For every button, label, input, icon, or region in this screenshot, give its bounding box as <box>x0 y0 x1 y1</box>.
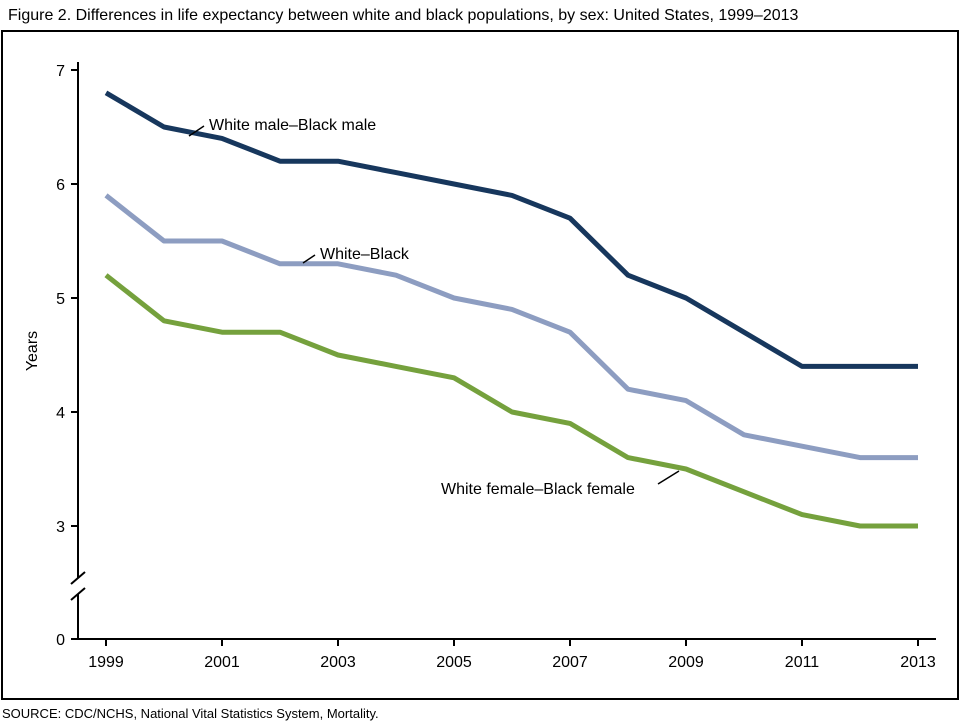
y-tick-label: 3 <box>56 519 65 536</box>
y-tick-label: 4 <box>56 405 65 422</box>
x-tick-label: 2011 <box>785 654 820 671</box>
figure-title: Figure 2. Differences in life expectancy… <box>8 7 799 24</box>
source-note: SOURCE: CDC/NCHS, National Vital Statist… <box>2 706 379 721</box>
y-tick-label: 6 <box>56 177 65 194</box>
y-axis-title: Years <box>24 331 41 371</box>
x-tick-label: 2003 <box>320 654 356 671</box>
y-tick-label: 5 <box>56 291 65 308</box>
series-line-2 <box>104 273 918 529</box>
chart-frame: 7 6 5 4 3 0 1999 2001 2003 2005 2007 2009 2011 2013 Ye… <box>1 30 959 700</box>
x-tick-label: 2007 <box>552 654 588 671</box>
y-tick-label: 7 <box>56 63 65 80</box>
y-tick-label: 0 <box>56 632 65 649</box>
annotation-leader-line <box>188 125 205 137</box>
annotation-leader-line <box>657 470 680 485</box>
x-tick-label: 2009 <box>668 654 704 671</box>
x-tick-label: 2013 <box>900 654 936 671</box>
axis-break-icon <box>70 571 86 585</box>
axis-break-icon <box>70 587 86 601</box>
annotation-leader-line <box>302 254 316 264</box>
series-annotation-1: White–Black <box>320 246 410 263</box>
x-tick-label: 2001 <box>204 654 240 671</box>
series-annotation-2: White female–Black female <box>441 481 635 498</box>
x-tick-label: 2005 <box>436 654 472 671</box>
series-line-0 <box>104 90 918 369</box>
series-line-1 <box>104 193 918 461</box>
series-annotation-0: White male–Black male <box>209 117 376 134</box>
x-tick-label: 1999 <box>88 654 124 671</box>
chart-canvas: 7 6 5 4 3 0 1999 2001 2003 2005 2007 2009 2011 2013 Ye… <box>24 62 936 671</box>
